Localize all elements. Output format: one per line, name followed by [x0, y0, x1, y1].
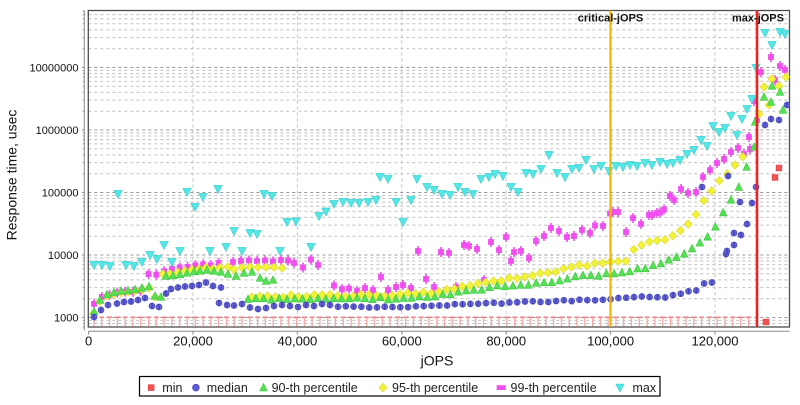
svg-text:80,000: 80,000: [486, 334, 526, 349]
svg-text:Response time, usec: Response time, usec: [4, 110, 20, 241]
svg-text:10000000: 10000000: [30, 62, 79, 74]
svg-text:95-th percentile: 95-th percentile: [392, 381, 478, 395]
svg-text:critical-jOPS: critical-jOPS: [578, 13, 643, 25]
svg-text:1000: 1000: [54, 312, 78, 324]
svg-text:1000000: 1000000: [36, 125, 79, 137]
svg-text:20,000: 20,000: [173, 334, 213, 349]
svg-text:10000: 10000: [48, 250, 79, 262]
svg-text:max-jOPS: max-jOPS: [732, 13, 784, 25]
svg-text:99-th percentile: 99-th percentile: [511, 381, 597, 395]
svg-text:jOPS: jOPS: [420, 353, 454, 369]
svg-text:0: 0: [85, 334, 92, 349]
svg-text:100000: 100000: [42, 187, 79, 199]
svg-text:min: min: [162, 381, 182, 395]
svg-text:median: median: [207, 381, 248, 395]
svg-text:120,000: 120,000: [692, 334, 739, 349]
svg-text:60,000: 60,000: [382, 334, 422, 349]
svg-text:max: max: [633, 381, 657, 395]
svg-text:40,000: 40,000: [278, 334, 318, 349]
svg-text:90-th percentile: 90-th percentile: [272, 381, 358, 395]
svg-text:100,000: 100,000: [587, 334, 634, 349]
